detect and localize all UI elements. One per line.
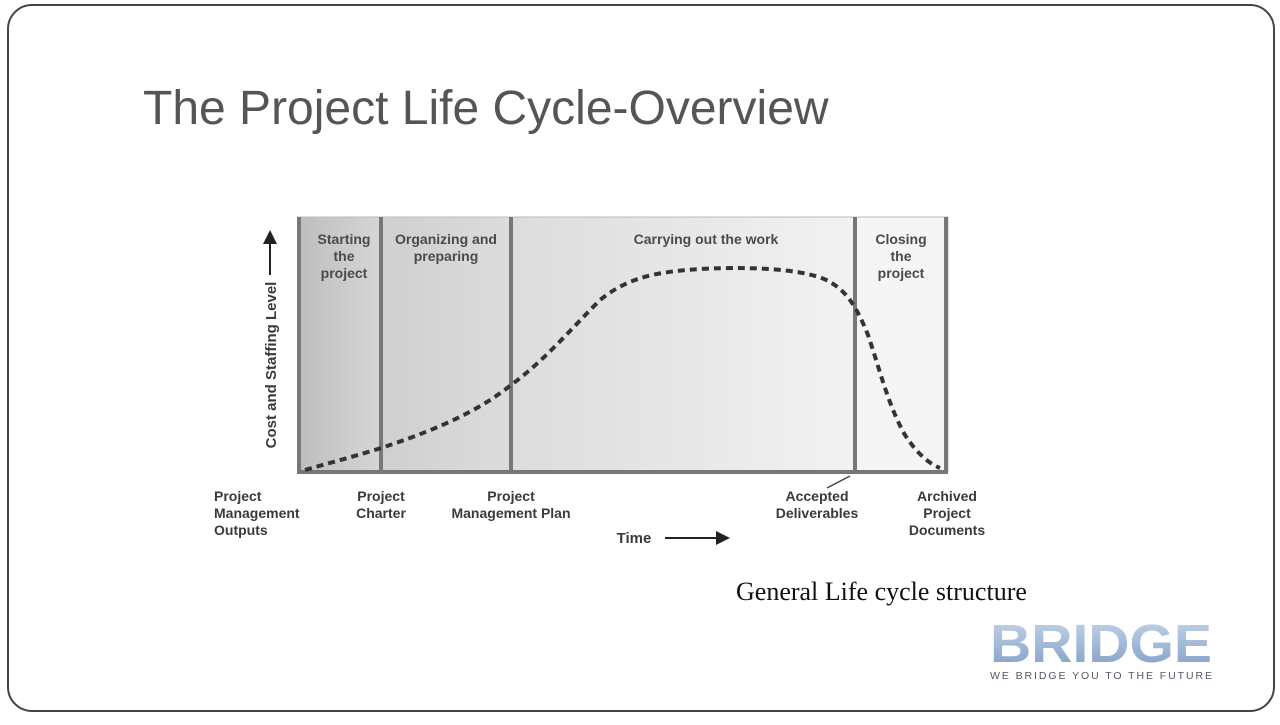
x-arrow-head: [716, 531, 730, 545]
output-label: Deliverables: [776, 505, 859, 521]
slide-title: The Project Life Cycle-Overview: [143, 82, 829, 135]
logo: BRIDGE WE BRIDGE YOU TO THE FUTURE: [990, 614, 1212, 682]
phase-bg: [381, 217, 511, 472]
logo-name: BRIDGE: [990, 614, 1212, 674]
logo-tagline: WE BRIDGE YOU TO THE FUTURE: [990, 670, 1212, 682]
phase-label: the: [334, 248, 355, 264]
phase-label: Carrying out the work: [634, 231, 779, 247]
output-label: Project: [487, 488, 535, 504]
output-label: Accepted: [785, 488, 848, 504]
y-arrow-head: [263, 230, 277, 244]
phase-label: project: [321, 265, 368, 281]
output-label: Project: [357, 488, 405, 504]
phase-label: Starting: [318, 231, 371, 247]
effort-curve: [304, 266, 941, 472]
phase-label: project: [878, 265, 925, 281]
diagram: Starting the project Organizing and prep…: [214, 216, 985, 547]
caption: General Life cycle structure: [736, 577, 1027, 606]
output-label: Charter: [356, 505, 406, 521]
phase-label: the: [891, 248, 912, 264]
output-label: Archived: [917, 488, 977, 504]
phase-label: preparing: [414, 248, 479, 264]
phase-bg: [298, 217, 381, 472]
phase-bg: [511, 217, 855, 472]
y-axis-label: Cost and Staffing Level: [263, 282, 280, 449]
output-label: Project: [923, 505, 971, 521]
x-axis-label: Time: [617, 530, 652, 547]
output-label: Documents: [909, 522, 985, 538]
phase-label: Organizing and: [395, 231, 497, 247]
dividers: [297, 217, 948, 474]
outputs-heading: Management: [214, 505, 300, 521]
leader-line: [826, 475, 851, 489]
phase-label: Closing: [875, 231, 926, 247]
outputs-heading: Outputs: [214, 522, 268, 538]
output-label: Management Plan: [451, 505, 570, 521]
outputs-heading: Project: [214, 488, 262, 504]
